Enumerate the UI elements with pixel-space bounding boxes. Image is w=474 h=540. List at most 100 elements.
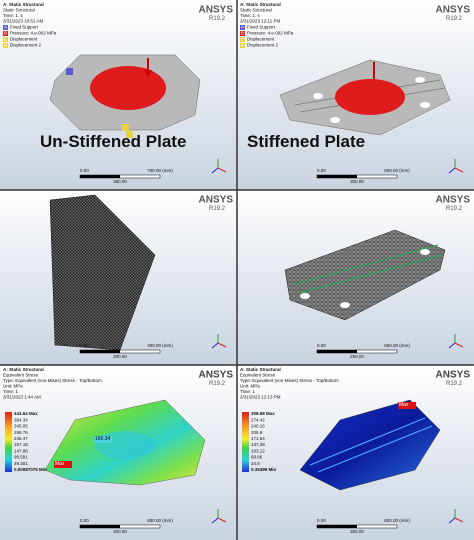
contour-label: 274.42: [251, 417, 265, 422]
geometry: [5, 54, 451, 491]
legend-key-box: [240, 31, 245, 36]
legend-key: B: [241, 31, 244, 36]
contour-label: 98.591: [14, 455, 28, 460]
scale-end: 500.00 (mm): [384, 343, 410, 348]
legend-key-box: [3, 25, 8, 30]
header-line: Type: Equivalent (von-Mises) Stress - To…: [240, 378, 339, 383]
scale-mid: 200.00: [113, 354, 127, 359]
scale-start: 0.00: [317, 168, 326, 173]
ansys-logo: ANSYS: [436, 4, 471, 15]
contour-label: 171.64: [251, 436, 265, 441]
contour-label: 394.34: [14, 417, 28, 422]
header-line: Equivalent Stress: [240, 373, 276, 378]
contour-label: 308.68 Max: [251, 411, 275, 416]
caption: Un-Stiffened Plate: [40, 132, 186, 151]
ansys-version: R19.2: [446, 16, 463, 22]
contour-label: 240.16: [251, 424, 265, 429]
header-line: Static Structural: [240, 8, 272, 13]
scale-bar-fill: [317, 350, 357, 353]
contour-label: 49.301: [14, 461, 28, 466]
header-line: Equivalent Stress: [3, 373, 39, 378]
header-line: A: Static Structural: [3, 367, 44, 372]
header-line: Time: 1: [240, 389, 255, 394]
header-line: 3/31/2023 1:44 AM: [3, 395, 41, 400]
scale-end: 400.00 (mm): [147, 343, 173, 348]
triad-x: [454, 342, 464, 348]
scale-bar-fill: [80, 525, 120, 528]
triad-z: [211, 167, 219, 174]
ansys-version: R19.2: [446, 206, 463, 212]
header-line: 3/31/2023 10:51 AM: [3, 19, 44, 24]
legend-key: C: [4, 37, 8, 42]
triad-z: [448, 167, 456, 174]
contour-label: 295.76: [14, 430, 28, 435]
triad-x: [454, 167, 464, 173]
legend-label: Fixed Support: [247, 25, 276, 30]
triad-z: [448, 342, 456, 349]
legend-key: D: [241, 43, 245, 48]
scale-mid: 250.00: [350, 354, 364, 359]
scale-mid: 300.00: [350, 179, 364, 184]
marker-box: [398, 402, 416, 409]
legend-key-box: [240, 25, 245, 30]
contour-label: 147.88: [14, 448, 28, 453]
ansys-version: R19.2: [209, 16, 226, 22]
marker-label: 166.34: [95, 436, 111, 442]
legend-label: Fixed Support: [10, 25, 39, 30]
legend-key: C: [241, 37, 245, 42]
legend-key-box: [240, 43, 245, 48]
contour-label: 197.18: [14, 442, 28, 447]
legend-label: Displacement: [10, 37, 38, 42]
header-line: 3/31/2023 12:13 PM: [240, 395, 281, 400]
triad-x: [454, 517, 464, 523]
caption: Stiffened Plate: [247, 132, 365, 151]
triad-x: [217, 517, 227, 523]
scale-start: 0.00: [80, 343, 89, 348]
header-line: Time: 1. s: [240, 13, 260, 18]
header-line: Type: Equivalent (von-Mises) Stress - To…: [3, 378, 102, 383]
triad-x: [217, 342, 227, 348]
triad-z: [211, 342, 219, 349]
ansys-logo: ANSYS: [436, 194, 471, 205]
contour-label: 34.6: [251, 461, 260, 466]
contour-label: 345.05: [14, 424, 28, 429]
scale-bar-fill: [317, 175, 357, 178]
scale-end: 800.00 (mm): [147, 518, 173, 523]
legend-key: A: [241, 25, 244, 30]
contour-label: 443.64 Max: [14, 411, 38, 416]
header-line: Static Structural: [3, 8, 35, 13]
contour-label: 205.9: [251, 430, 263, 435]
header-line: Unit: MPa: [240, 384, 260, 389]
contour-label: 246.47: [14, 436, 28, 441]
header-line: Time: 1. s: [3, 13, 23, 18]
legend-label: Displacement: [247, 37, 275, 42]
legend-label: Displacement 2: [247, 43, 279, 48]
legend-label: Pressure: 4.e-002 MPa: [10, 31, 57, 36]
triad-x: [217, 167, 227, 173]
header-line: A: Static Structural: [3, 2, 44, 7]
contour-label: 103.12: [251, 448, 265, 453]
contour-label: 68.86: [251, 455, 263, 460]
scale-mid: 300.00: [350, 529, 364, 534]
legend-key-box: [3, 37, 8, 42]
contour-label: 0.35399 Min: [251, 467, 277, 472]
marker-box: [54, 461, 72, 468]
legend-label: Pressure: 4.e-002 MPa: [247, 31, 294, 36]
scale-mid: 400.00: [113, 529, 127, 534]
scale-start: 0.00: [317, 518, 326, 523]
scale-start: 0.00: [80, 168, 89, 173]
ansys-logo: ANSYS: [436, 369, 471, 380]
legend-key: D: [4, 43, 8, 48]
scale-start: 0.00: [317, 343, 326, 348]
header-line: 3/31/2023 12:11 PM: [240, 19, 280, 24]
scale-end: 700.00 (mm): [147, 168, 173, 173]
header-line: Time: 1: [3, 389, 18, 394]
ansys-logo: ANSYS: [199, 4, 234, 15]
scale-bar-fill: [80, 350, 120, 353]
header-line: A: Static Structural: [240, 367, 281, 372]
scale-bar-fill: [80, 175, 120, 178]
marker-label: Max: [399, 402, 409, 408]
legend-key-box: [240, 37, 245, 42]
